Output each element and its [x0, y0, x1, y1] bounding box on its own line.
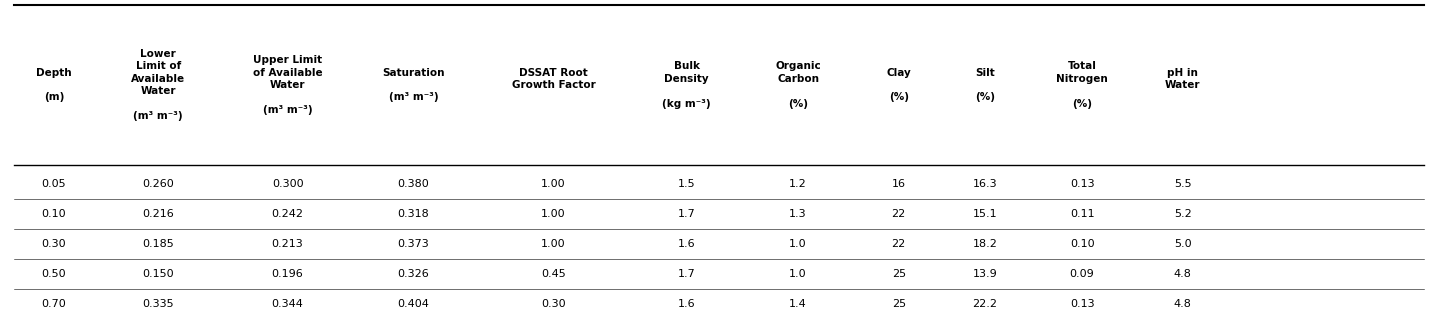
Text: Bulk
Density

(kg m⁻³): Bulk Density (kg m⁻³) [663, 61, 710, 109]
Text: Silt

(%): Silt (%) [975, 68, 995, 102]
Text: 1.4: 1.4 [789, 300, 807, 309]
Text: Total
Nitrogen

(%): Total Nitrogen (%) [1057, 61, 1107, 109]
Text: Lower
Limit of
Available
Water

(m³ m⁻³): Lower Limit of Available Water (m³ m⁻³) [131, 49, 186, 121]
Text: 25: 25 [892, 269, 906, 279]
Text: 0.70: 0.70 [42, 300, 66, 309]
Text: pH in
Water: pH in Water [1165, 68, 1201, 102]
Text: 1.7: 1.7 [677, 269, 696, 279]
Text: 0.10: 0.10 [42, 209, 66, 219]
Text: 0.09: 0.09 [1070, 269, 1094, 279]
Text: 0.13: 0.13 [1070, 300, 1094, 309]
Text: 1.00: 1.00 [541, 179, 567, 189]
Text: 5.0: 5.0 [1173, 239, 1192, 249]
Text: 1.0: 1.0 [789, 239, 807, 249]
Text: 18.2: 18.2 [972, 239, 998, 249]
Text: Clay

(%): Clay (%) [886, 68, 912, 102]
Text: DSSAT Root
Growth Factor: DSSAT Root Growth Factor [512, 68, 595, 102]
Text: 1.3: 1.3 [789, 209, 807, 219]
Text: 0.45: 0.45 [541, 269, 567, 279]
Text: 0.30: 0.30 [541, 300, 567, 309]
Text: 0.196: 0.196 [272, 269, 303, 279]
Text: 0.373: 0.373 [397, 239, 430, 249]
Text: 0.300: 0.300 [272, 179, 303, 189]
Text: Depth

(m): Depth (m) [36, 68, 72, 102]
Text: 22: 22 [892, 209, 906, 219]
Text: 0.150: 0.150 [142, 269, 174, 279]
Text: 1.2: 1.2 [789, 179, 807, 189]
Text: 0.242: 0.242 [272, 209, 303, 219]
Text: 0.260: 0.260 [142, 179, 174, 189]
Text: 22: 22 [892, 239, 906, 249]
Text: 1.5: 1.5 [677, 179, 696, 189]
Text: 1.0: 1.0 [789, 269, 807, 279]
Text: 1.00: 1.00 [541, 209, 567, 219]
Text: Upper Limit
of Available
Water

(m³ m⁻³): Upper Limit of Available Water (m³ m⁻³) [253, 55, 322, 115]
Text: 16: 16 [892, 179, 906, 189]
Text: 16.3: 16.3 [972, 179, 998, 189]
Text: 0.404: 0.404 [397, 300, 430, 309]
Text: 0.216: 0.216 [142, 209, 174, 219]
Text: 0.13: 0.13 [1070, 179, 1094, 189]
Text: 1.00: 1.00 [541, 239, 567, 249]
Text: 0.380: 0.380 [397, 179, 430, 189]
Text: 5.2: 5.2 [1173, 209, 1192, 219]
Text: 1.7: 1.7 [677, 209, 696, 219]
Text: 0.11: 0.11 [1070, 209, 1094, 219]
Text: 1.6: 1.6 [677, 300, 696, 309]
Text: 13.9: 13.9 [972, 269, 998, 279]
Text: 0.326: 0.326 [397, 269, 430, 279]
Text: 0.344: 0.344 [272, 300, 303, 309]
Text: 15.1: 15.1 [972, 209, 998, 219]
Text: 0.05: 0.05 [42, 179, 66, 189]
Text: 25: 25 [892, 300, 906, 309]
Text: 0.10: 0.10 [1070, 239, 1094, 249]
Text: 0.30: 0.30 [42, 239, 66, 249]
Text: 0.318: 0.318 [397, 209, 430, 219]
Text: 4.8: 4.8 [1173, 300, 1192, 309]
Text: 5.5: 5.5 [1173, 179, 1192, 189]
Text: Saturation

(m³ m⁻³): Saturation (m³ m⁻³) [383, 68, 444, 102]
Text: 4.8: 4.8 [1173, 269, 1192, 279]
Text: 22.2: 22.2 [972, 300, 998, 309]
Text: 0.185: 0.185 [142, 239, 174, 249]
Text: 0.213: 0.213 [272, 239, 303, 249]
Text: 0.50: 0.50 [42, 269, 66, 279]
Text: 1.6: 1.6 [677, 239, 696, 249]
Text: 0.335: 0.335 [142, 300, 174, 309]
Text: Organic
Carbon

(%): Organic Carbon (%) [775, 61, 821, 109]
